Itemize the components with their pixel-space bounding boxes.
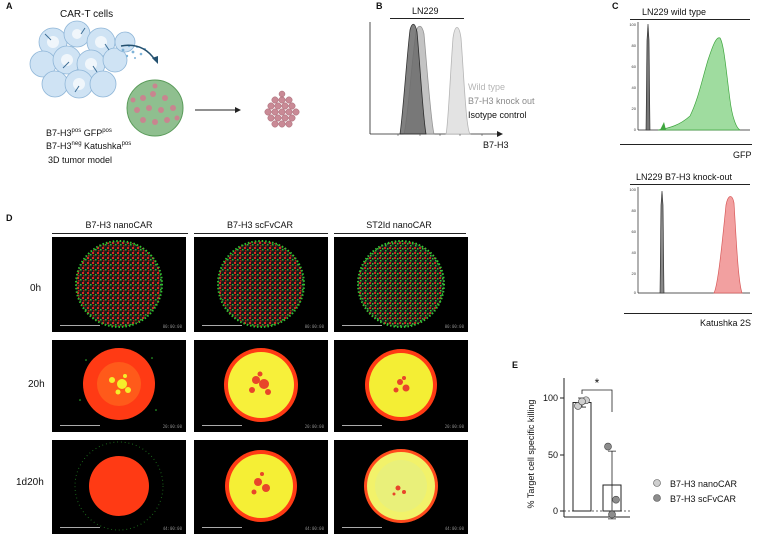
c-bottom-ytick-100: 100 [629, 187, 636, 192]
row-label-0h: 0h [30, 283, 42, 294]
cart-cell-cluster [29, 20, 136, 99]
model-line-2: B7-H3neg Katushkapos [46, 141, 132, 151]
c-bottom-ytick-20: 20 [632, 271, 637, 276]
column-label-b7h3-nanocar: B7-H3 nanoCAR [85, 220, 153, 230]
panel-c-bottom-axis-line [624, 313, 752, 314]
cart-cells-label: CAR-T cells [60, 9, 114, 20]
e-point-nanocar-3 [578, 397, 586, 406]
panel-b-legend-knockout: B7-H3 knock out [468, 96, 535, 106]
panel-b-histogram [369, 22, 503, 137]
panel-c-top-xlabel: GFP [733, 150, 752, 160]
panel-c-bottom-title: LN229 B7-H3 knock-out [636, 172, 733, 182]
panel-d-label: D [6, 213, 13, 223]
image-20h-st2id-nanocar: 20:00:00 [334, 340, 468, 432]
column-line-2 [194, 233, 328, 234]
image-1d20h-b7h3-scfvcar: 44:00:00 [194, 440, 328, 534]
e-ytick-100: 100 [543, 393, 558, 403]
e-errorbar-scfvcar [608, 450, 616, 520]
panel-b-title: LN229 [412, 6, 439, 16]
e-legend-scfvcar: B7-H3 scFvCAR [670, 494, 737, 504]
e-legend-nanocar: B7-H3 nanoCAR [670, 479, 738, 489]
panel-c-top-axis-arrow [620, 144, 752, 145]
image-0h-b7h3-nanocar: 00:00:00 [52, 237, 186, 332]
e-ylabel: % Target cell specific killing [526, 400, 536, 509]
panel-c-top-title: LN229 wild type [642, 7, 707, 17]
column-label-st2id-nanocar: ST2Id nanoCAR [366, 220, 432, 230]
image-20h-b7h3-nanocar: 20:00:00 [52, 340, 186, 432]
image-20h-b7h3-scfvcar: 20:00:00 [194, 340, 328, 432]
column-line-3 [334, 233, 466, 234]
e-point-scfvcar-3 [608, 510, 616, 519]
c-bottom-ytick-80: 80 [632, 208, 637, 213]
panel-c-bottom-histogram: 100 80 60 40 20 0 [629, 187, 750, 295]
e-significance: * [595, 376, 600, 390]
panel-e-chart: % Target cell specific killing 100 50 0 … [526, 376, 738, 520]
c-top-ytick-20: 20 [632, 106, 637, 111]
column-label-b7h3-scfvcar: B7-H3 scFvCAR [226, 220, 293, 230]
panel-b-legend-wildtype: Wild type [468, 82, 506, 92]
e-legend-marker-scfvcar [653, 494, 661, 502]
e-ytick-50: 50 [548, 450, 558, 460]
c-bottom-ytick-0: 0 [634, 290, 637, 295]
image-1d20h-b7h3-nanocar: 44:00:00 [52, 440, 186, 534]
e-legend-marker-nanocar [653, 479, 661, 487]
row-label-20h: 20h [28, 379, 45, 390]
e-point-scfvcar-1 [604, 442, 612, 451]
c-top-ytick-0: 0 [634, 127, 637, 132]
c-bottom-ytick-40: 40 [632, 250, 637, 255]
model-line-3: 3D tumor model [48, 155, 113, 165]
panel-b-title-line [390, 18, 464, 19]
c-top-ytick-40: 40 [632, 85, 637, 90]
panel-c-bottom-xlabel: Katushka 2S [700, 318, 752, 328]
e-ytick-0: 0 [553, 506, 558, 516]
row-label-1d20h: 1d20h [16, 477, 44, 488]
image-0h-b7h3-scfvcar: 00:00:00 [194, 237, 328, 332]
panel-c-bottom-title-line [630, 184, 750, 185]
panel-a-label: A [6, 1, 13, 11]
model-line-1: B7-H3pos GFPpos [46, 128, 112, 138]
c-top-ytick-80: 80 [632, 43, 637, 48]
panel-e-label: E [512, 360, 519, 370]
panel-b-xlabel: B7-H3 [483, 140, 509, 150]
panel-c-label: C [612, 1, 619, 11]
c-top-ytick-60: 60 [632, 64, 637, 69]
panel-b-label: B [376, 1, 383, 11]
panel-c-top-histogram: 100 80 60 40 20 0 [629, 22, 750, 132]
c-top-ytick-100: 100 [629, 22, 636, 27]
image-1d20h-st2id-nanocar: 44:00:00 [334, 440, 468, 534]
image-0h-st2id-nanocar: 00:00:00 [334, 237, 468, 332]
e-point-scfvcar-2 [612, 495, 620, 504]
column-line-1 [52, 233, 188, 234]
panel-a-illustration [29, 20, 300, 137]
c-bottom-ytick-60: 60 [632, 229, 637, 234]
panel-c-top-title-line [630, 19, 750, 20]
panel-b-legend-isotype: Isotype control [468, 110, 527, 120]
e-bar-nanocar [572, 402, 592, 512]
